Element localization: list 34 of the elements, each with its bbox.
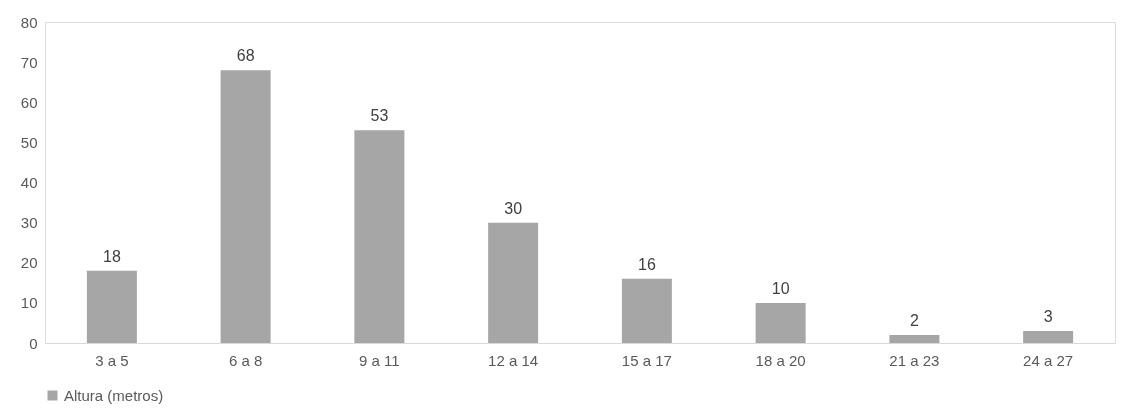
x-tick-label: 21 a 23 xyxy=(889,351,940,369)
y-tick-label: 40 xyxy=(20,174,38,191)
bar xyxy=(354,130,405,343)
y-tick-label: 80 xyxy=(20,13,38,31)
bar xyxy=(488,222,539,343)
bar xyxy=(755,302,806,343)
bar xyxy=(621,278,672,343)
data-label: 53 xyxy=(370,107,389,125)
y-tick-label: 10 xyxy=(20,294,38,312)
x-tick-label: 24 a 27 xyxy=(1023,351,1074,369)
bar xyxy=(86,270,137,343)
bar xyxy=(220,70,271,343)
data-label: 30 xyxy=(504,199,523,217)
x-tick-label: 12 a 14 xyxy=(488,351,539,369)
y-tick-label: 70 xyxy=(20,53,38,71)
bar xyxy=(1023,330,1074,343)
x-tick-label: 6 a 8 xyxy=(228,351,263,369)
y-tick-label: 60 xyxy=(20,93,38,111)
y-tick-label: 30 xyxy=(20,214,38,232)
y-tick-label: 50 xyxy=(20,133,38,151)
legend-label: Altura (metros) xyxy=(64,386,164,404)
data-label: 2 xyxy=(909,311,919,329)
x-tick-label: 15 a 17 xyxy=(621,351,672,369)
data-label: 68 xyxy=(236,47,255,65)
data-label: 3 xyxy=(1043,307,1053,325)
x-tick-label: 9 a 11 xyxy=(359,351,400,369)
bar xyxy=(889,334,940,343)
x-tick-label: 3 a 5 xyxy=(95,351,129,369)
data-label: 10 xyxy=(771,279,790,297)
data-label: 18 xyxy=(102,247,121,265)
data-label: 16 xyxy=(637,255,656,273)
y-tick-label: 20 xyxy=(20,254,38,272)
y-tick-label: 0 xyxy=(29,334,38,352)
x-tick-label: 18 a 20 xyxy=(755,351,806,369)
